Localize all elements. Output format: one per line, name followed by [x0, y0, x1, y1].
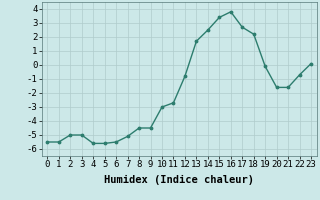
X-axis label: Humidex (Indice chaleur): Humidex (Indice chaleur): [104, 175, 254, 185]
